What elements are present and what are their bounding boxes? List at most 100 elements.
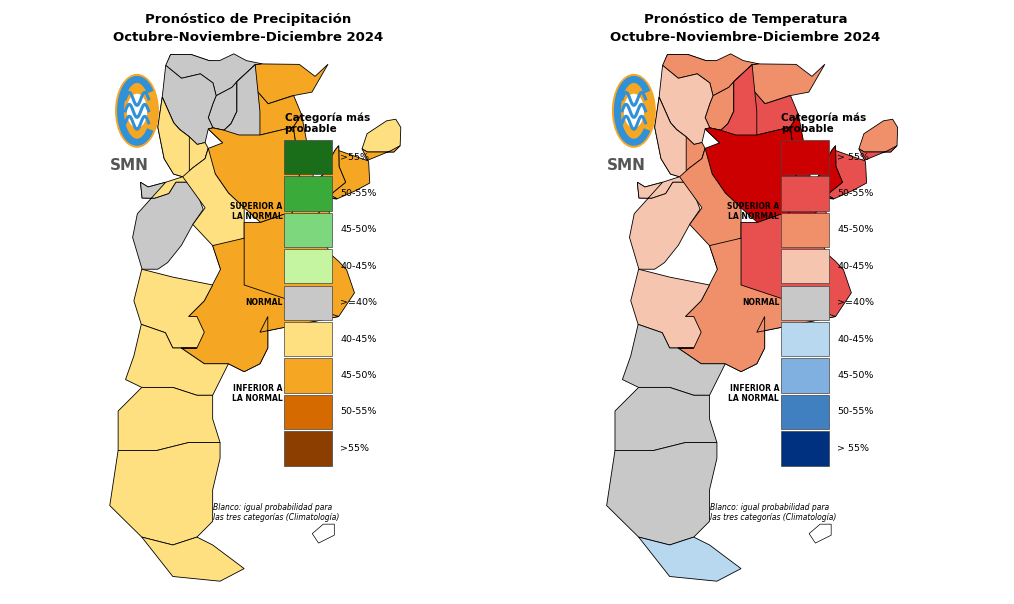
Text: 40-45%: 40-45%	[341, 335, 377, 344]
FancyBboxPatch shape	[781, 395, 829, 429]
Text: SMN: SMN	[606, 158, 645, 173]
Text: > 55%: > 55%	[838, 153, 869, 161]
Title: Pronóstico de Precipitación
Octubre-Noviembre-Diciembre 2024: Pronóstico de Precipitación Octubre-Novi…	[114, 13, 383, 44]
FancyBboxPatch shape	[284, 176, 333, 211]
Polygon shape	[614, 387, 717, 451]
Polygon shape	[702, 127, 796, 222]
Polygon shape	[705, 82, 734, 130]
Polygon shape	[165, 54, 263, 96]
Text: 50-55%: 50-55%	[838, 408, 874, 417]
FancyBboxPatch shape	[284, 358, 333, 393]
Circle shape	[624, 94, 644, 128]
Text: >=40%: >=40%	[838, 298, 874, 307]
FancyBboxPatch shape	[781, 140, 829, 174]
Text: >=40%: >=40%	[341, 298, 377, 307]
Polygon shape	[208, 65, 260, 151]
Text: Blanco: igual probabilidad para
las tres categorías (Climatología): Blanco: igual probabilidad para las tres…	[213, 503, 340, 522]
Polygon shape	[630, 182, 700, 269]
Text: NORMAL: NORMAL	[245, 298, 282, 307]
Polygon shape	[167, 54, 229, 80]
FancyBboxPatch shape	[781, 431, 829, 466]
Polygon shape	[655, 97, 705, 177]
Polygon shape	[183, 149, 244, 246]
Text: SMN: SMN	[110, 158, 148, 173]
FancyBboxPatch shape	[284, 249, 333, 283]
Polygon shape	[142, 537, 244, 581]
Title: Pronóstico de Temperatura
Octubre-Noviembre-Diciembre 2024: Pronóstico de Temperatura Octubre-Noviem…	[610, 13, 880, 44]
Polygon shape	[110, 443, 220, 545]
Polygon shape	[809, 524, 831, 543]
Text: INFERIOR A
LA NORMAL: INFERIOR A LA NORMAL	[231, 384, 282, 403]
Polygon shape	[314, 146, 346, 199]
Polygon shape	[678, 238, 836, 371]
FancyBboxPatch shape	[284, 140, 333, 174]
Polygon shape	[606, 443, 717, 545]
Polygon shape	[213, 198, 355, 371]
Polygon shape	[182, 238, 339, 371]
Polygon shape	[362, 119, 401, 152]
FancyBboxPatch shape	[284, 213, 333, 247]
FancyBboxPatch shape	[781, 176, 829, 211]
Polygon shape	[118, 387, 220, 451]
Polygon shape	[141, 97, 190, 198]
Circle shape	[115, 74, 159, 148]
Polygon shape	[811, 146, 897, 199]
Text: NORMAL: NORMAL	[742, 298, 779, 307]
Text: >55%: >55%	[341, 153, 369, 161]
Text: 50-55%: 50-55%	[341, 408, 377, 417]
Text: Categoría más
probable: Categoría más probable	[285, 112, 370, 134]
Polygon shape	[224, 65, 301, 135]
FancyBboxPatch shape	[781, 322, 829, 356]
Polygon shape	[705, 65, 756, 151]
Polygon shape	[162, 65, 216, 144]
Polygon shape	[208, 82, 237, 130]
Polygon shape	[734, 64, 824, 104]
FancyBboxPatch shape	[284, 322, 333, 356]
Polygon shape	[664, 54, 726, 80]
FancyBboxPatch shape	[284, 286, 333, 320]
FancyBboxPatch shape	[284, 395, 333, 429]
Polygon shape	[623, 324, 725, 395]
Polygon shape	[859, 119, 897, 152]
Text: 50-55%: 50-55%	[838, 189, 874, 198]
FancyBboxPatch shape	[781, 358, 829, 393]
Text: > 55%: > 55%	[838, 444, 869, 453]
Circle shape	[127, 94, 147, 128]
Text: >55%: >55%	[341, 444, 369, 453]
Text: Blanco: igual probabilidad para
las tres categorías (Climatología): Blanco: igual probabilidad para las tres…	[710, 503, 837, 522]
Polygon shape	[261, 115, 346, 222]
Text: SUPERIOR A
LA NORMAL: SUPERIOR A LA NORMAL	[230, 202, 282, 222]
Polygon shape	[638, 97, 686, 198]
Text: 40-45%: 40-45%	[838, 335, 874, 344]
Text: 40-45%: 40-45%	[341, 262, 377, 271]
Polygon shape	[721, 65, 798, 135]
Polygon shape	[639, 537, 741, 581]
FancyBboxPatch shape	[284, 431, 333, 466]
Polygon shape	[662, 54, 759, 96]
Polygon shape	[134, 269, 213, 348]
FancyBboxPatch shape	[781, 213, 829, 247]
FancyBboxPatch shape	[781, 249, 829, 283]
Polygon shape	[679, 149, 741, 246]
Text: INFERIOR A
LA NORMAL: INFERIOR A LA NORMAL	[728, 384, 779, 403]
Polygon shape	[314, 146, 401, 199]
Polygon shape	[757, 115, 843, 222]
Text: 45-50%: 45-50%	[341, 371, 377, 380]
Text: SUPERIOR A
LA NORMAL: SUPERIOR A LA NORMAL	[727, 202, 779, 222]
FancyBboxPatch shape	[781, 286, 829, 320]
Polygon shape	[237, 64, 328, 104]
Text: 40-45%: 40-45%	[838, 262, 874, 271]
Polygon shape	[710, 198, 852, 371]
Text: 45-50%: 45-50%	[341, 225, 377, 234]
Polygon shape	[659, 65, 713, 144]
Polygon shape	[133, 182, 203, 269]
Polygon shape	[205, 127, 299, 222]
Polygon shape	[312, 524, 335, 543]
Text: 45-50%: 45-50%	[838, 371, 874, 380]
Polygon shape	[158, 97, 208, 177]
Polygon shape	[811, 146, 843, 199]
Text: 50-55%: 50-55%	[341, 189, 377, 198]
Polygon shape	[126, 324, 228, 395]
Polygon shape	[631, 269, 710, 348]
Circle shape	[611, 74, 656, 148]
